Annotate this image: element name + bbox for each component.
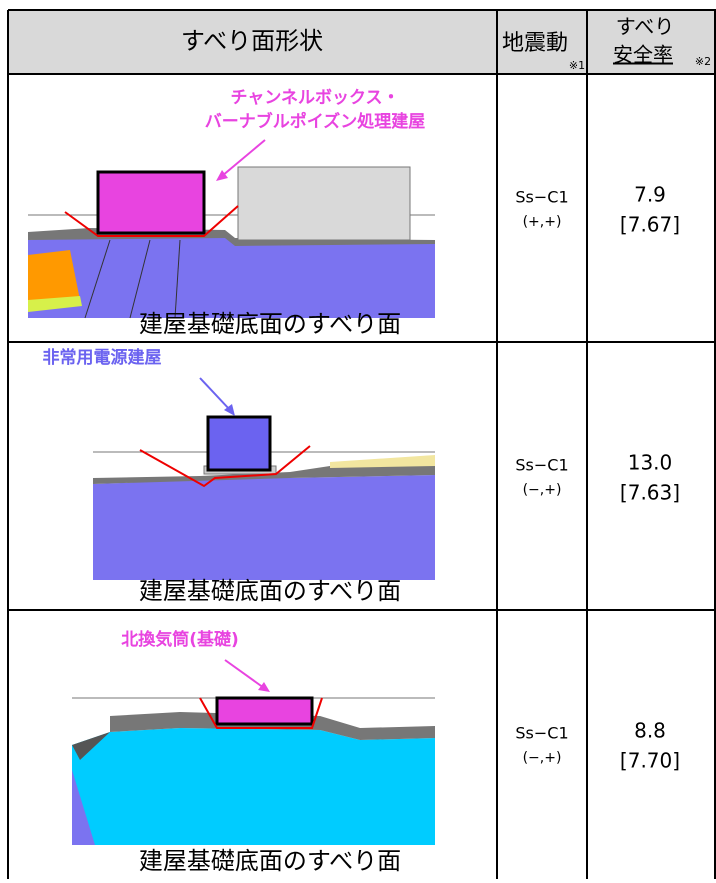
motion: Ss−C1: [515, 724, 568, 743]
safety-bracket: [7.63]: [620, 481, 680, 505]
safety: 13.0: [628, 451, 673, 475]
building-label: 北換気筒(基礎): [121, 629, 239, 650]
motion: Ss−C1: [515, 456, 568, 475]
diagram: [93, 377, 435, 580]
header-bg: [8, 10, 716, 74]
header-safety: 安全率: [613, 43, 673, 67]
sign: (−,+): [523, 750, 562, 766]
building-label: 非常用電源建屋: [43, 347, 162, 368]
header-shape: すべり面形状: [181, 27, 323, 55]
building-label: バーナブルポイズン処理建屋: [205, 111, 426, 132]
sign: (−,+): [523, 482, 562, 498]
safety-bracket: [7.67]: [620, 213, 680, 237]
safety: 8.8: [634, 719, 666, 743]
caption: 建屋基礎底面のすべり面: [139, 847, 401, 875]
motion: Ss−C1: [515, 188, 568, 207]
diagram: [72, 659, 435, 845]
building-label: チャンネルボックス・: [231, 88, 400, 108]
header-safety: すべり: [616, 15, 675, 39]
safety-bracket: [7.70]: [620, 749, 680, 773]
diagram: [28, 139, 435, 319]
caption: 建屋基礎底面のすべり面: [139, 310, 401, 338]
sign: (+,+): [523, 214, 562, 230]
header-motion: 地震動: [502, 31, 568, 56]
header-note: ※1: [569, 59, 585, 72]
safety: 7.9: [634, 183, 666, 207]
caption: 建屋基礎底面のすべり面: [139, 577, 401, 605]
header-note: ※2: [695, 55, 711, 68]
